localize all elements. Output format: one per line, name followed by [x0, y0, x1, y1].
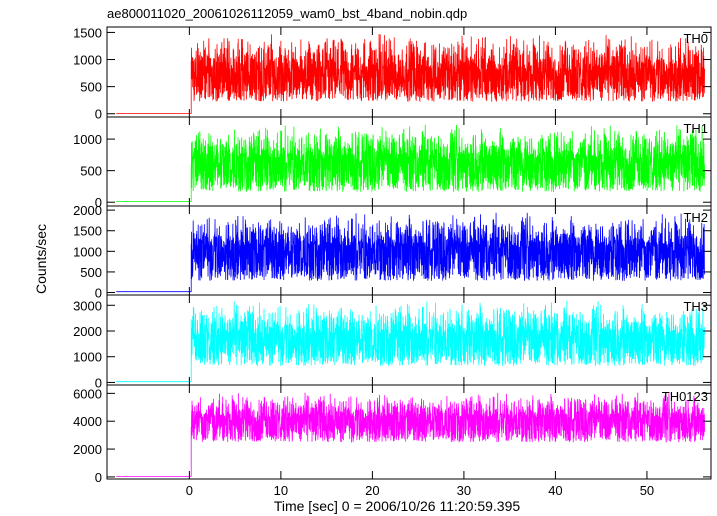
x-tick-label: 30 — [457, 483, 471, 498]
y-tick-label: 0 — [95, 107, 102, 122]
y-tick-label: 6000 — [73, 386, 102, 401]
y-tick-label: 0 — [95, 470, 102, 485]
y-tick-label: 1500 — [73, 25, 102, 40]
x-tick-label: 50 — [640, 483, 654, 498]
panel-label: TH2 — [683, 210, 708, 225]
panel-label: TH3 — [683, 299, 708, 314]
y-tick-label: 1500 — [73, 224, 102, 239]
y-tick-label: 1000 — [73, 53, 102, 68]
x-tick-label: 10 — [274, 483, 288, 498]
panel-frame — [106, 384, 712, 480]
panel-label: TH1 — [683, 121, 708, 136]
y-tick-label: 500 — [80, 265, 102, 280]
panel-th0: 0 500 1000 1500 TH0 — [73, 25, 712, 122]
x-tick-label: 40 — [548, 483, 562, 498]
chart-title: ae800011020_20061026112059_wam0_bst_4ban… — [107, 6, 467, 21]
panel-th2: 0 500 1000 1500 2000 TH2 — [73, 203, 712, 301]
y-tick-label: 500 — [80, 80, 102, 95]
series-th3 — [116, 300, 705, 383]
y-tick-label: 1000 — [73, 132, 102, 147]
series-th0123 — [116, 392, 705, 477]
y-tick-label: 0 — [95, 286, 102, 301]
y-tick-label: 3000 — [73, 298, 102, 313]
panel-th1: 0 500 1000 TH1 — [73, 116, 712, 210]
panel-label: TH0 — [683, 31, 708, 46]
panel-th3: 0 1000 2000 3000 TH3 — [73, 294, 712, 390]
y-tick-label: 0 — [95, 375, 102, 390]
series-th1 — [116, 124, 705, 202]
x-axis-label: Time [sec] 0 = 2006/10/26 11:20:59.395 — [274, 498, 521, 514]
x-tick-label: 0 — [186, 483, 193, 498]
y-tick-label: 1000 — [73, 350, 102, 365]
y-tick-label: 2000 — [73, 442, 102, 457]
y-tick-label: 2000 — [73, 324, 102, 339]
y-tick-label: 500 — [80, 164, 102, 179]
x-tick-label: 20 — [365, 483, 379, 498]
y-tick-label: 1000 — [73, 244, 102, 259]
panel-label: TH0123 — [662, 389, 708, 404]
panel-th0123: 0 2000 4000 6000 TH0123 — [73, 384, 712, 485]
series-th2 — [116, 212, 705, 293]
series-th0 — [116, 34, 705, 114]
y-tick-label: 2000 — [73, 203, 102, 218]
y-axis-label: Counts/sec — [33, 224, 49, 294]
y-tick-label: 0 — [95, 195, 102, 210]
y-tick-label: 4000 — [73, 414, 102, 429]
